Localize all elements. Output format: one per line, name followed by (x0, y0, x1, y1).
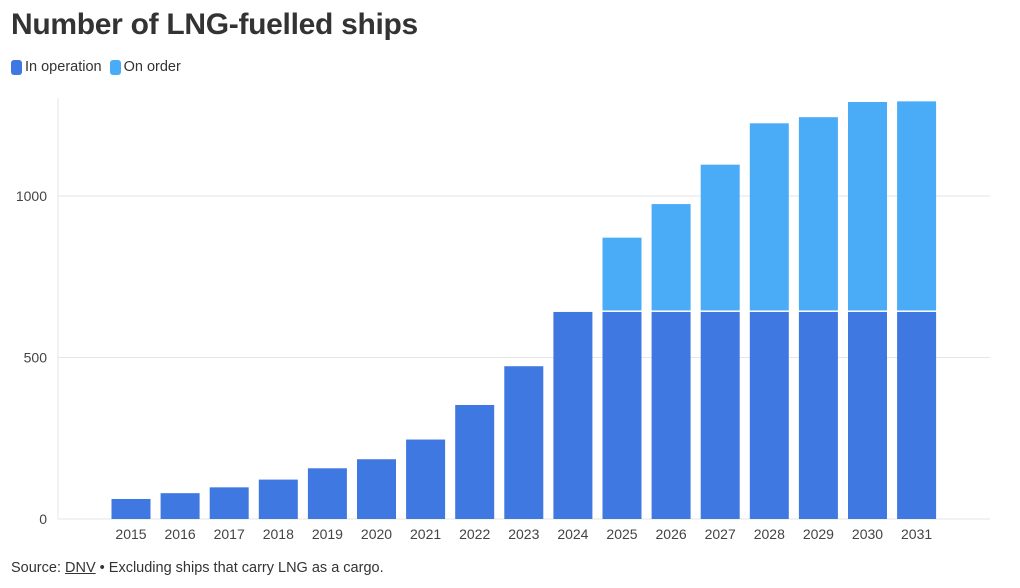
legend-swatch-in-operation (11, 59, 22, 75)
bar-in-operation-2025 (602, 311, 642, 519)
x-tick-label-2015: 2015 (115, 526, 146, 542)
x-tick-label-2031: 2031 (901, 526, 932, 542)
bar-in-operation-2016 (160, 493, 200, 519)
x-tick-label-2021: 2021 (410, 526, 441, 542)
bar-on-order-2026 (651, 204, 691, 311)
x-tick-label-2019: 2019 (312, 526, 343, 542)
x-tick-label-2017: 2017 (214, 526, 245, 542)
y-tick-label-500: 500 (24, 350, 48, 366)
x-tick-label-2024: 2024 (557, 526, 588, 542)
bar-on-order-2030 (848, 102, 887, 311)
legend-label-in-operation: In operation (25, 59, 102, 75)
source-note-text: • Excluding ships that carry LNG as a ca… (95, 560, 384, 576)
source-prefix: Source: (11, 560, 61, 576)
bar-in-operation-2019 (307, 468, 347, 519)
source-note: Source: DNV • Excluding ships that carry… (11, 560, 384, 576)
bar-in-operation-2024 (553, 311, 593, 519)
bar-in-operation-2031 (897, 311, 937, 519)
bar-in-operation-2022 (455, 404, 495, 519)
y-tick-label-1000: 1000 (16, 188, 47, 204)
source-link[interactable]: DNV (65, 560, 96, 576)
bar-in-operation-2028 (749, 311, 789, 519)
bar-in-operation-2018 (258, 479, 298, 519)
x-tick-label-2028: 2028 (754, 526, 785, 542)
x-tick-label-2027: 2027 (705, 526, 736, 542)
legend-item-on-order: On order (109, 59, 181, 75)
bar-in-operation-2017 (209, 487, 249, 519)
bar-on-order-2031 (897, 101, 937, 311)
bar-in-operation-2027 (700, 311, 740, 519)
bars-layer (111, 101, 937, 519)
y-axis-labels: 0 500 1000 (16, 188, 47, 527)
x-tick-label-2018: 2018 (263, 526, 294, 542)
x-tick-label-2025: 2025 (606, 526, 637, 542)
bar-on-order-2028 (749, 123, 789, 311)
x-tick-label-2030: 2030 (852, 526, 883, 542)
legend-label-on-order: On order (123, 59, 181, 75)
x-tick-label-2016: 2016 (165, 526, 196, 542)
bar-in-operation-2021 (406, 439, 446, 519)
bar-in-operation-2026 (651, 311, 691, 519)
x-axis-labels: 2015 2016 2017 2018 2019 2020 2021 2022 2023 2024… (115, 526, 932, 542)
bar-in-operation-2030 (848, 311, 887, 519)
x-tick-label-2022: 2022 (459, 526, 490, 542)
bar-on-order-2025 (602, 237, 642, 311)
legend-item-in-operation: In operation (11, 59, 102, 75)
x-tick-label-2020: 2020 (361, 526, 392, 542)
bar-in-operation-2023 (504, 366, 544, 519)
bar-in-operation-2029 (798, 311, 838, 519)
bar-on-order-2027 (700, 164, 740, 311)
x-tick-label-2026: 2026 (656, 526, 687, 542)
y-tick-label-0: 0 (39, 511, 47, 527)
legend-swatch-on-order (109, 59, 121, 75)
chart-title: Number of LNG-fuelled ships (11, 8, 418, 41)
bar-in-operation-2020 (357, 459, 396, 519)
bar-in-operation-2015 (111, 498, 151, 519)
x-tick-label-2029: 2029 (803, 526, 834, 542)
legend: In operation On order (11, 59, 189, 75)
x-tick-label-2023: 2023 (508, 526, 539, 542)
bar-on-order-2029 (798, 117, 838, 311)
